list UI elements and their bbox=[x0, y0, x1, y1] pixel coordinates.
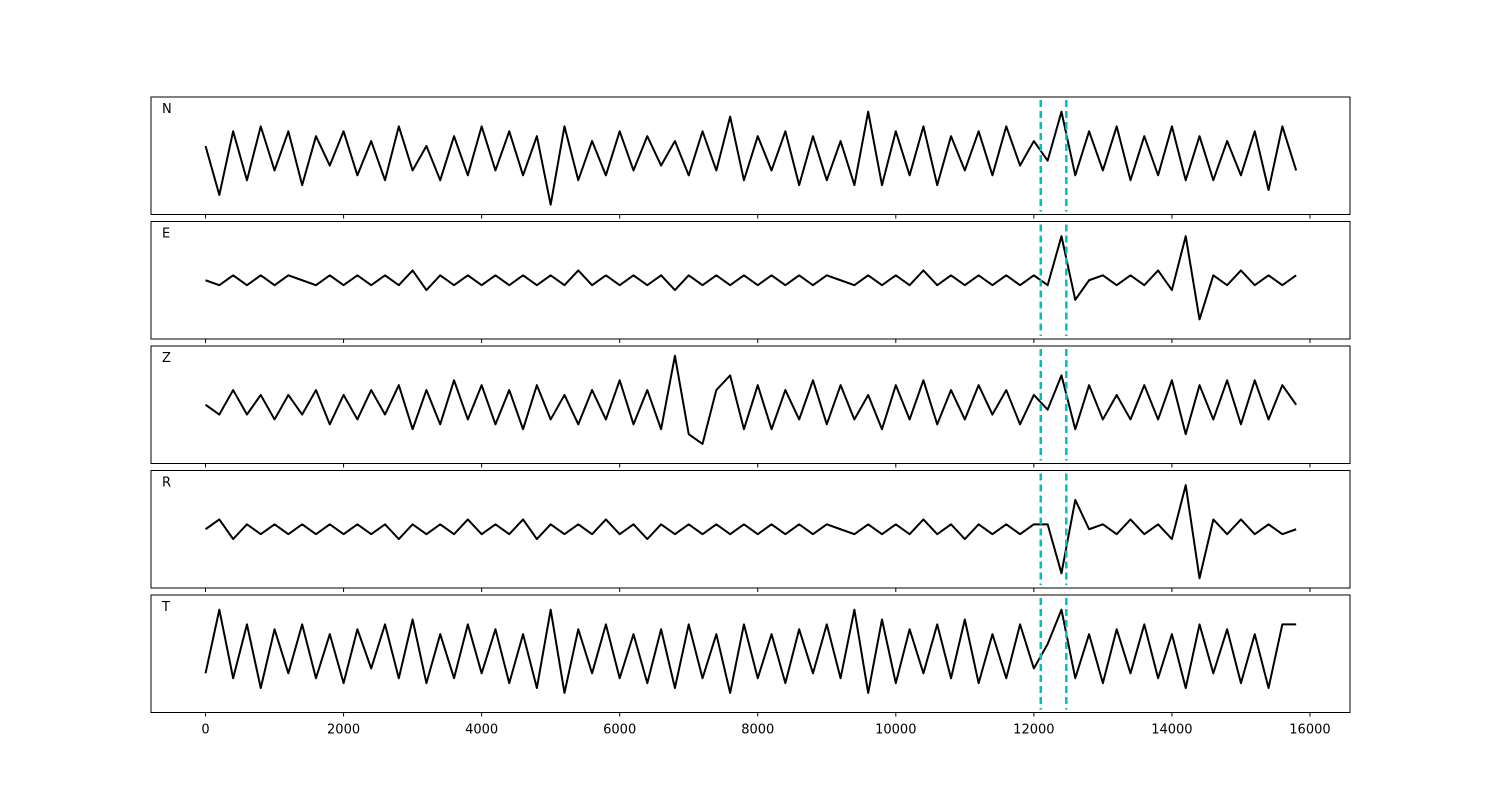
x-tick-label: 16000 bbox=[1289, 723, 1330, 738]
x-tick-label: 6000 bbox=[603, 723, 636, 738]
trace-line bbox=[204, 110, 1298, 206]
panel-label: N bbox=[162, 102, 172, 117]
x-tick-label: 10000 bbox=[875, 723, 916, 738]
x-tick-label: 14000 bbox=[1151, 723, 1192, 738]
x-tick-label: 12000 bbox=[1013, 723, 1054, 738]
panel-frame bbox=[150, 221, 1351, 340]
panel-label: T bbox=[161, 600, 170, 615]
panel-label: E bbox=[162, 227, 170, 242]
panel-frame bbox=[150, 594, 1351, 713]
x-tick-label: 8000 bbox=[741, 723, 774, 738]
trace-line bbox=[204, 484, 1297, 580]
trace-line bbox=[205, 235, 1297, 321]
panel-frame bbox=[150, 470, 1351, 589]
x-tick-label: 4000 bbox=[465, 723, 498, 738]
panel-frame bbox=[150, 96, 1351, 215]
trace-line bbox=[204, 608, 1297, 694]
panel-label: R bbox=[162, 476, 171, 491]
x-tick-label: 0 bbox=[201, 723, 209, 738]
panel-frame bbox=[150, 345, 1351, 464]
trace-line bbox=[204, 354, 1297, 445]
panel-label: Z bbox=[162, 351, 171, 366]
x-tick-label: 2000 bbox=[327, 723, 360, 738]
